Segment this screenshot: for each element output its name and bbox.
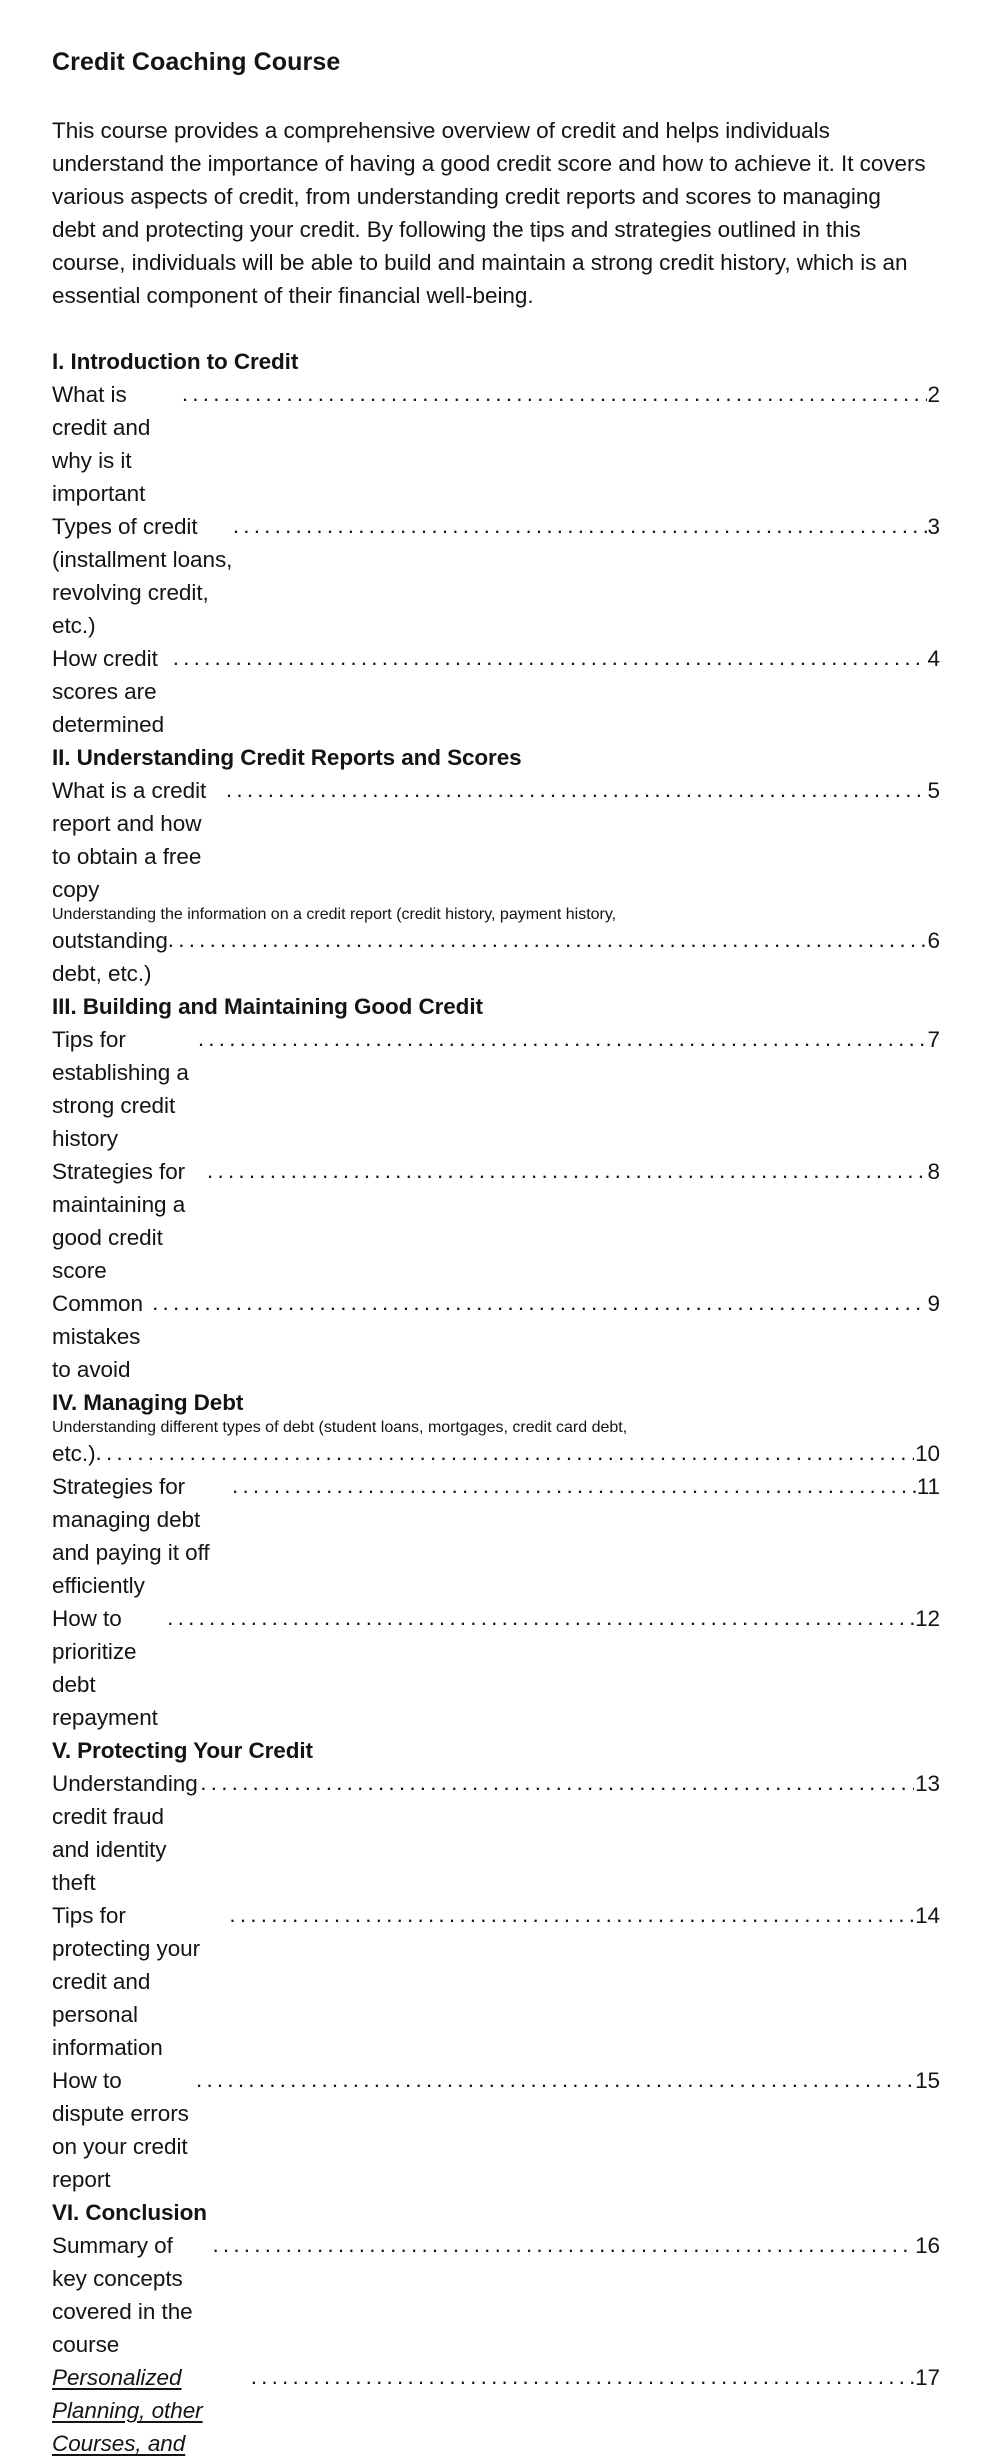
toc-entry[interactable]: Common mistakes to avoid................… bbox=[52, 1287, 940, 1386]
introduction-paragraph: This course provides a comprehensive ove… bbox=[52, 118, 926, 308]
toc-entry-wrapped-line: Understanding the information on a credi… bbox=[52, 906, 617, 923]
toc-entry-label: outstanding debt, etc.) bbox=[52, 928, 168, 986]
toc-section: II. Understanding Credit Reports and Sco… bbox=[52, 741, 940, 990]
toc-dot-leader: ........................................… bbox=[232, 513, 927, 538]
toc-section: I. Introduction to Credit What is credit … bbox=[52, 345, 940, 741]
toc-entry-label: Strategies for maintaining a good credit… bbox=[52, 1159, 186, 1283]
toc-section: IV. Managing Debt Understanding different… bbox=[52, 1386, 940, 1734]
toc-entry[interactable]: How to dispute errors on your credit rep… bbox=[52, 2064, 940, 2196]
toc-entry-label: Tips for establishing a strong credit hi… bbox=[52, 1027, 189, 1151]
toc-dot-leader: ........................................… bbox=[212, 2232, 914, 2257]
toc-dot-leader: ........................................… bbox=[197, 1026, 927, 1051]
toc-entry-label: How to dispute errors on your credit rep… bbox=[52, 2068, 189, 2192]
toc-entry[interactable]: Understanding credit fraud and identity … bbox=[52, 1767, 940, 1899]
toc-dot-leader: ........................................… bbox=[232, 1473, 916, 1498]
toc-section: VI. Conclusion Summary of key concepts co… bbox=[52, 2196, 940, 2456]
toc-entry-label: How credit scores are determined bbox=[52, 646, 165, 737]
toc-entry-label: Common mistakes to avoid bbox=[52, 1291, 143, 1382]
toc-entry[interactable]: What is a credit report and how to obtai… bbox=[52, 774, 940, 906]
table-of-contents: I. Introduction to Credit What is credit … bbox=[52, 345, 940, 2456]
toc-entry-label: etc.) bbox=[52, 1441, 96, 1466]
toc-entry[interactable]: Types of credit (installment loans, revo… bbox=[52, 510, 940, 642]
toc-section-heading: IV. Managing Debt bbox=[52, 1390, 244, 1415]
toc-entry-page-number: 12 bbox=[915, 1606, 940, 1631]
toc-dot-leader: ........................................… bbox=[225, 777, 927, 802]
toc-section: V. Protecting Your Credit Understanding c… bbox=[52, 1734, 940, 2196]
toc-dot-leader: ........................................… bbox=[95, 1440, 915, 1465]
toc-dot-leader: ........................................… bbox=[152, 1290, 927, 1315]
toc-entry[interactable]: Strategies for maintaining a good credit… bbox=[52, 1155, 940, 1287]
toc-entry-label: Understanding credit fraud and identity … bbox=[52, 1771, 198, 1895]
toc-entry-label: How to prioritize debt repayment bbox=[52, 1606, 158, 1730]
toc-entry-page-number: 17 bbox=[915, 2365, 940, 2390]
toc-entry-page-number: 15 bbox=[915, 2068, 940, 2093]
toc-entry-page-number: 10 bbox=[915, 1441, 940, 1466]
toc-entry-wrapped-line: Understanding different types of debt (s… bbox=[52, 1419, 628, 1436]
toc-entry[interactable]: What is credit and why is it important..… bbox=[52, 378, 940, 510]
toc-entry-label: Personalized Planning, other Courses, an… bbox=[52, 2365, 203, 2456]
toc-entry-page-number: 8 bbox=[927, 1159, 941, 1184]
toc-entry-page-number: 5 bbox=[927, 778, 941, 803]
toc-section-heading: I. Introduction to Credit bbox=[52, 349, 299, 374]
toc-dot-leader: ........................................… bbox=[207, 1158, 926, 1183]
toc-entry[interactable]: etc.)...................................… bbox=[52, 1437, 940, 1470]
toc-entry[interactable]: Personalized Planning, other Courses, an… bbox=[52, 2361, 940, 2456]
toc-entry[interactable]: Tips for establishing a strong credit hi… bbox=[52, 1023, 940, 1155]
toc-entry-page-number: 13 bbox=[915, 1771, 940, 1796]
toc-entry[interactable]: How to prioritize debt repayment........… bbox=[52, 1602, 940, 1734]
toc-section-heading: III. Building and Maintaining Good Credi… bbox=[52, 994, 483, 1019]
toc-entry-label: Types of credit (installment loans, revo… bbox=[52, 514, 233, 638]
toc-entry-page-number: 4 bbox=[927, 646, 941, 671]
toc-entry[interactable]: Strategies for managing debt and paying … bbox=[52, 1470, 940, 1602]
toc-section-heading: II. Understanding Credit Reports and Sco… bbox=[52, 745, 522, 770]
toc-dot-leader: ........................................… bbox=[250, 2364, 914, 2389]
toc-entry-page-number: 16 bbox=[915, 2233, 940, 2258]
toc-section-heading: VI. Conclusion bbox=[52, 2200, 207, 2225]
toc-entry-page-number: 6 bbox=[927, 928, 941, 953]
toc-dot-leader: ........................................… bbox=[229, 1902, 914, 1927]
toc-entry-label: Summary of key concepts covered in the c… bbox=[52, 2233, 193, 2357]
toc-entry-page-number: 11 bbox=[916, 1474, 940, 1499]
toc-dot-leader: ........................................… bbox=[200, 1770, 914, 1795]
toc-entry[interactable]: Summary of key concepts covered in the c… bbox=[52, 2229, 940, 2361]
toc-entry-label: What is a credit report and how to obtai… bbox=[52, 778, 207, 902]
toc-entry-page-number: 9 bbox=[927, 1291, 941, 1316]
toc-entry-page-number: 7 bbox=[927, 1027, 941, 1052]
toc-entry-page-number: 2 bbox=[927, 382, 941, 407]
toc-entry[interactable]: Tips for protecting your credit and pers… bbox=[52, 1899, 940, 2064]
toc-dot-leader: ........................................… bbox=[181, 381, 927, 406]
toc-dot-leader: ........................................… bbox=[196, 2067, 914, 2092]
toc-entry-label: What is credit and why is it important bbox=[52, 382, 151, 506]
toc-entry[interactable]: outstanding debt, etc.).................… bbox=[52, 924, 940, 990]
toc-dot-leader: ........................................… bbox=[167, 927, 927, 952]
toc-entry-label: Strategies for managing debt and paying … bbox=[52, 1474, 210, 1598]
toc-dot-leader: ........................................… bbox=[172, 645, 927, 670]
document-page: Credit Coaching Course This course provi… bbox=[52, 48, 941, 2456]
page-title: Credit Coaching Course bbox=[52, 48, 341, 76]
toc-entry-label: Tips for protecting your credit and pers… bbox=[52, 1903, 201, 2060]
toc-entry-page-number: 14 bbox=[915, 1903, 940, 1928]
toc-dot-leader: ........................................… bbox=[167, 1605, 914, 1630]
toc-entry[interactable]: How credit scores are determined........… bbox=[52, 642, 940, 741]
toc-entry-page-number: 3 bbox=[927, 514, 941, 539]
toc-section-heading: V. Protecting Your Credit bbox=[52, 1738, 313, 1763]
toc-section: III. Building and Maintaining Good Credi… bbox=[52, 990, 940, 1386]
